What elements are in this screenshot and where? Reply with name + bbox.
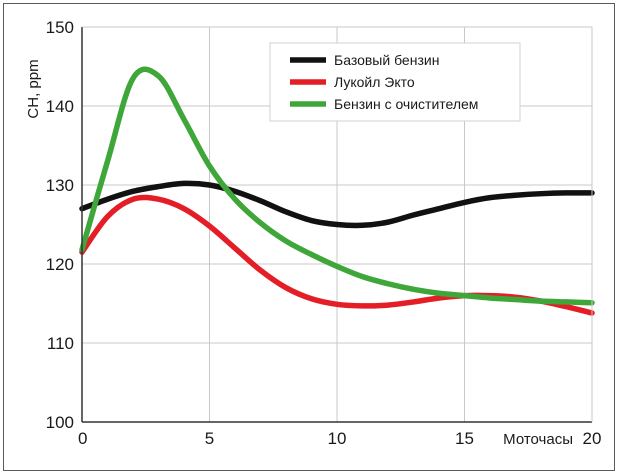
axes [81, 26, 593, 423]
series-line-3 [79, 66, 595, 306]
x-tick-label: 20 [583, 429, 602, 448]
x-axis-label: Моточасы [503, 431, 573, 448]
legend-label: Базовый бензин [334, 52, 439, 68]
series-line-1 [79, 180, 595, 229]
y-tick-label: 100 [46, 413, 74, 432]
y-tick-label: 140 [46, 97, 74, 116]
y-tick-label: 110 [47, 334, 74, 353]
x-tick-label: 10 [328, 429, 347, 448]
x-tick-label: 5 [205, 429, 214, 448]
tick-labels: 100 110 120 130 140 150 0 5 10 15 20 [46, 18, 602, 448]
y-tick-label: 130 [46, 176, 74, 195]
y-tick-label: 150 [46, 18, 74, 37]
x-tick-label: 15 [455, 429, 474, 448]
x-tick-label: 0 [78, 429, 87, 448]
legend-label: Бензин с очистителем [334, 96, 478, 112]
y-axis-label: CH, ppm [25, 59, 42, 118]
series-group [79, 66, 595, 316]
legend: Базовый бензин Лукойл Экто Бензин с очисти… [269, 42, 521, 122]
legend-label: Лукойл Экто [334, 74, 415, 90]
y-tick-label: 120 [46, 255, 74, 274]
